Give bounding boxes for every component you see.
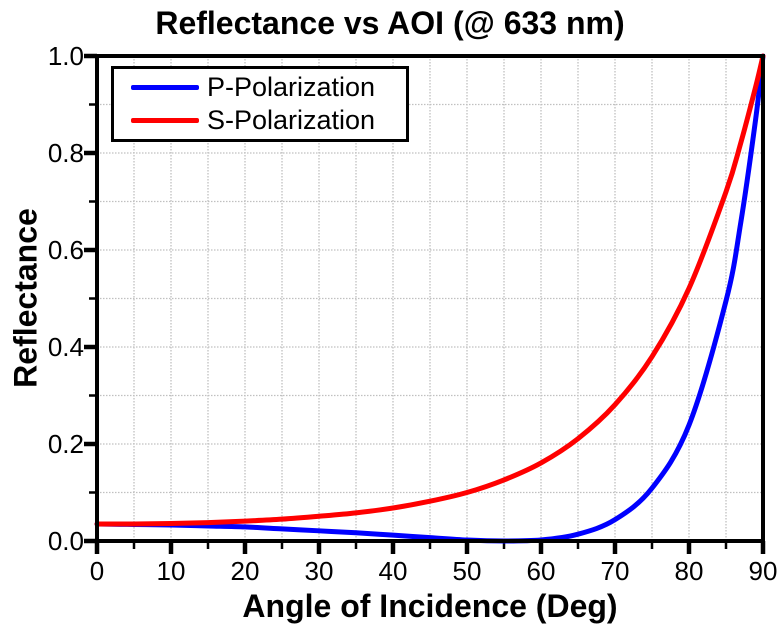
x-axis-title: Angle of Incidence (Deg) (242, 588, 618, 624)
x-tick-label-10: 10 (156, 556, 186, 586)
y-tick-label-0.0: 0.0 (47, 526, 84, 556)
x-tick-label-0: 0 (89, 556, 105, 586)
plot-border (95, 54, 765, 543)
x-tick-label-20: 20 (230, 556, 260, 586)
legend-entry-s-polarization: S-Polarization (114, 105, 406, 136)
x-tick-label-80: 80 (674, 556, 704, 586)
y-tick-label-0.6: 0.6 (47, 235, 84, 265)
y-tick-label-1.0: 1.0 (47, 41, 84, 71)
legend-label-p-polarization: P-Polarization (207, 71, 376, 102)
x-tick-label-30: 30 (304, 556, 334, 586)
p-polarization-line-sample (131, 84, 199, 90)
legend: P-Polarization S-Polarization (111, 66, 409, 142)
x-tick-label-40: 40 (378, 556, 408, 586)
y-tick-label-0.4: 0.4 (47, 332, 84, 362)
y-tick-label-0.2: 0.2 (47, 429, 84, 459)
x-tick-label-60: 60 (526, 556, 556, 586)
series-s-polarization (94, 53, 766, 527)
s-polarization-line-sample (131, 118, 199, 124)
chart-title: Reflectance vs AOI (@ 633 nm) (155, 5, 625, 41)
x-tick-label-50: 50 (452, 556, 482, 586)
legend-entry-p-polarization: P-Polarization (114, 72, 406, 103)
x-tick-label-70: 70 (600, 556, 630, 586)
x-tick-label-90: 90 (748, 556, 778, 586)
y-tick-label-0.8: 0.8 (47, 138, 84, 168)
legend-label-s-polarization: S-Polarization (207, 105, 376, 136)
